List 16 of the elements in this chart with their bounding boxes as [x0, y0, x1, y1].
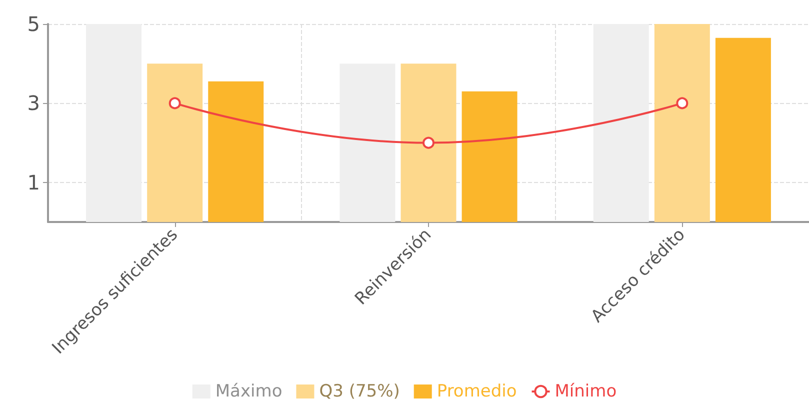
- bar: [208, 81, 264, 222]
- bar: [86, 24, 142, 222]
- y-tick-label: 5: [27, 12, 40, 36]
- bar: [654, 24, 710, 222]
- bar: [400, 64, 456, 222]
- legend-label: Máximo: [215, 382, 282, 402]
- bar: [340, 64, 396, 222]
- y-tick-label: 3: [27, 91, 40, 116]
- legend-label: Q3 (75%): [319, 382, 400, 402]
- bar: [715, 38, 771, 222]
- bar: [462, 91, 518, 222]
- bar: [147, 64, 203, 222]
- y-tick-label: 1: [27, 170, 40, 194]
- bar: [593, 24, 649, 222]
- legend-label: Promedio: [436, 382, 517, 402]
- legend-label: Mínimo: [554, 382, 617, 402]
